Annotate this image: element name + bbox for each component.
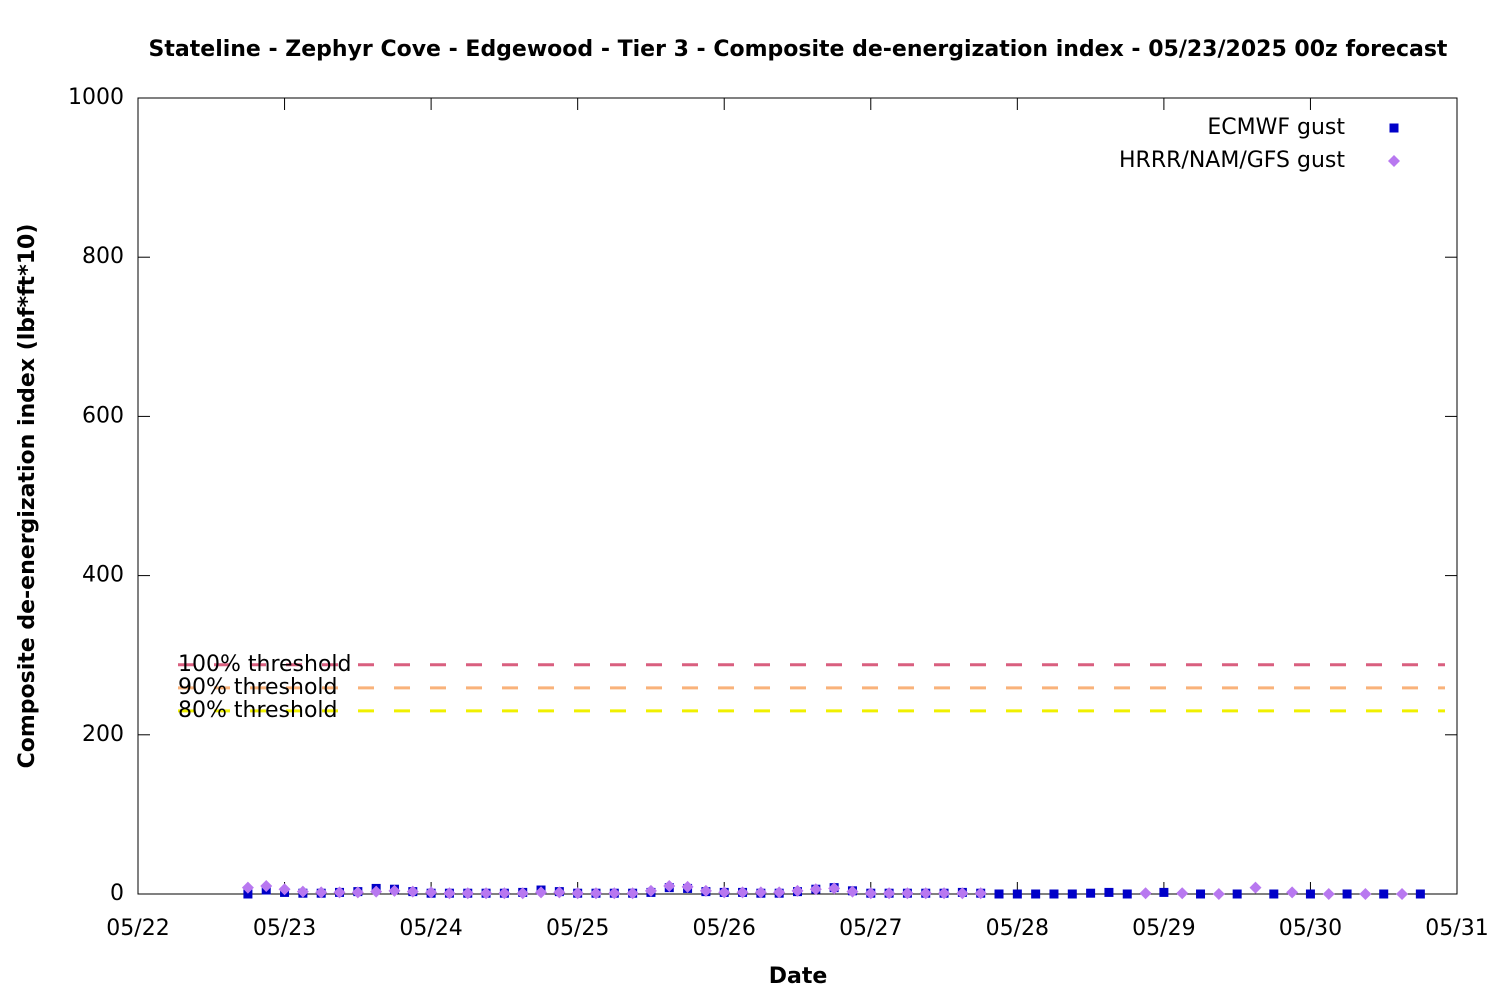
diamond-marker <box>718 886 731 899</box>
square-marker <box>1031 889 1041 899</box>
diamond-marker <box>846 885 859 898</box>
diamond-marker <box>241 881 254 894</box>
diamond-marker <box>791 884 804 897</box>
y-tick-label: 0 <box>110 881 124 906</box>
diamond-marker <box>1359 888 1372 900</box>
square-marker <box>1159 887 1169 897</box>
square-marker <box>1342 889 1352 899</box>
diamond-marker <box>828 882 841 895</box>
y-tick-label: 1000 <box>68 85 124 110</box>
diamond-marker <box>663 880 676 893</box>
square-marker <box>1379 889 1389 899</box>
square-marker <box>243 889 253 899</box>
diamond-marker <box>883 887 896 900</box>
y-axis-label: Composite de-energization index (lbf*ft*… <box>15 224 40 769</box>
x-tick-label: 05/27 <box>839 916 902 941</box>
diamond-marker <box>1249 881 1262 894</box>
x-axis-label: Date <box>769 964 828 989</box>
y-tick-label: 800 <box>82 244 124 269</box>
diamond-marker <box>974 887 987 900</box>
diamond-marker <box>315 886 328 899</box>
diamond-marker <box>608 887 621 900</box>
square-marker <box>1067 889 1077 899</box>
x-tick-label: 05/29 <box>1132 916 1195 941</box>
square-marker <box>1415 889 1425 899</box>
legend-marker <box>1389 123 1399 133</box>
x-tick-label: 05/23 <box>253 916 316 941</box>
diamond-marker <box>938 887 951 900</box>
x-tick-label: 05/25 <box>546 916 609 941</box>
diamond-marker <box>736 886 749 899</box>
diamond-marker <box>425 886 438 899</box>
diamond-marker <box>699 884 712 897</box>
diamond-marker <box>1322 888 1335 900</box>
diamond-marker <box>901 887 914 900</box>
diamond-marker <box>333 886 346 899</box>
square-marker <box>1086 888 1096 898</box>
x-tick-label: 05/22 <box>106 916 169 941</box>
diamond-marker <box>754 886 767 899</box>
diamond-marker <box>461 887 474 900</box>
x-tick-label: 05/24 <box>399 916 462 941</box>
x-tick-label: 05/26 <box>693 916 756 941</box>
square-marker <box>1122 889 1132 899</box>
x-tick-label: 05/31 <box>1425 916 1488 941</box>
y-tick-label: 400 <box>82 563 124 588</box>
diamond-marker <box>1176 887 1189 900</box>
diamond-marker <box>626 887 639 900</box>
diamond-marker <box>278 883 291 896</box>
diamond-marker <box>681 880 694 893</box>
diamond-marker <box>773 886 786 899</box>
square-marker <box>1196 889 1206 899</box>
diamond-marker <box>480 887 493 900</box>
square-marker <box>1269 889 1279 899</box>
diamond-marker <box>553 886 566 899</box>
diamond-marker <box>1212 888 1225 900</box>
diamond-marker <box>406 885 419 898</box>
diamond-marker <box>589 887 602 900</box>
diamond-marker <box>260 880 273 893</box>
legend-label: ECMWF gust <box>1207 115 1345 140</box>
diamond-marker <box>296 885 309 898</box>
legend-marker <box>1388 155 1400 167</box>
diamond-marker <box>516 887 529 900</box>
plot-frame <box>137 97 1458 895</box>
square-marker <box>1104 887 1114 897</box>
threshold-label: 100% threshold <box>178 652 352 677</box>
diamond-marker <box>809 883 822 896</box>
square-marker <box>1305 889 1315 899</box>
square-marker <box>1049 889 1059 899</box>
diamond-marker <box>919 887 932 900</box>
diamond-marker <box>644 884 657 897</box>
threshold-label: 80% threshold <box>178 698 338 723</box>
diamond-marker <box>864 887 877 900</box>
y-tick-label: 200 <box>82 722 124 747</box>
y-tick-label: 600 <box>82 403 124 428</box>
square-marker <box>1012 889 1022 899</box>
diamond-marker <box>388 884 401 897</box>
diamond-marker <box>1139 887 1152 900</box>
x-tick-label: 05/28 <box>986 916 1049 941</box>
diamond-marker <box>498 887 511 900</box>
square-marker <box>994 889 1004 899</box>
diamond-marker <box>370 885 383 898</box>
diamond-marker <box>1396 888 1409 900</box>
legend-label: HRRR/NAM/GFS gust <box>1119 148 1345 173</box>
diamond-marker <box>351 886 364 899</box>
diamond-marker <box>443 887 456 900</box>
x-tick-label: 05/30 <box>1279 916 1342 941</box>
diamond-marker <box>956 887 969 900</box>
diamond-marker <box>1286 886 1299 899</box>
chart-title: Stateline - Zephyr Cove - Edgewood - Tie… <box>149 37 1448 62</box>
diamond-marker <box>571 887 584 900</box>
threshold-label: 90% threshold <box>178 675 338 700</box>
square-marker <box>1232 889 1242 899</box>
diamond-marker <box>535 886 548 899</box>
